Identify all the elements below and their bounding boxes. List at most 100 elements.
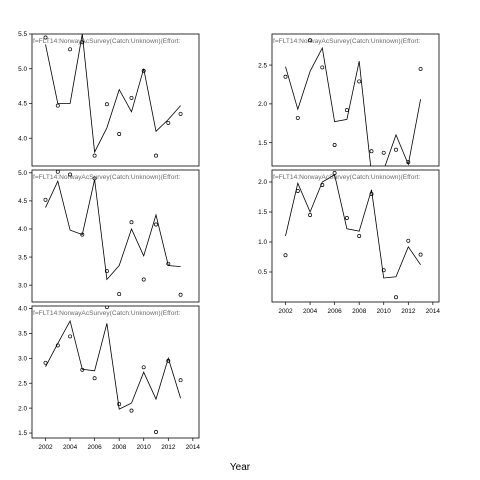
observed-point <box>178 111 183 116</box>
observed-point <box>80 367 85 372</box>
panel-4: f=FLT14:NorwayAcSurvey(Catch:Unknown)(Ef… <box>258 169 441 315</box>
observed-point <box>154 222 158 227</box>
panel-plot-area: f=FLT14:NorwayAcSurvey(Catch:Unknown)(Ef… <box>273 171 423 300</box>
observed-point <box>381 150 386 155</box>
panel-title: f=FLT14:NorwayAcSurvey(Catch:Unknown)(Ef… <box>33 310 180 317</box>
y-tick-label: 1.0 <box>258 239 267 246</box>
x-tick-label: 2004 <box>303 308 318 315</box>
y-tick-label: 4.0 <box>18 135 27 142</box>
observed-point <box>308 38 313 43</box>
x-tick-label: 2002 <box>278 308 293 315</box>
observed-point <box>320 65 325 70</box>
observed-point <box>394 147 398 152</box>
observed-point <box>406 160 411 165</box>
observed-point <box>332 143 337 147</box>
observed-point <box>166 120 171 125</box>
observed-point <box>141 365 146 370</box>
observed-point <box>178 378 183 383</box>
observed-point <box>92 153 97 158</box>
observed-point <box>129 408 134 413</box>
panel-title: f=FLT14:NorwayAcSurvey(Catch:Unknown)(Ef… <box>33 38 180 45</box>
x-tick-label: 2014 <box>186 444 201 451</box>
observed-point <box>55 170 60 174</box>
y-tick-label: 1.5 <box>258 209 267 216</box>
observed-point <box>369 149 374 154</box>
observed-point <box>394 295 398 300</box>
observed-point <box>92 176 97 181</box>
observed-point <box>332 171 337 175</box>
panel-2: f=FLT14:NorwayAcSurvey(Catch:Unknown)(Ef… <box>258 33 440 167</box>
observed-point <box>43 35 48 40</box>
x-tick-label: 2006 <box>328 308 343 315</box>
panel-frame <box>271 33 440 167</box>
observed-point <box>104 269 109 274</box>
observed-point <box>80 232 85 237</box>
observed-point <box>104 306 109 309</box>
observed-point <box>406 238 411 243</box>
panel-1: f=FLT14:NorwayAcSurvey(Catch:Unknown)(Ef… <box>18 31 200 167</box>
observed-point <box>295 189 300 193</box>
observed-point <box>129 95 134 100</box>
panel-plot-area: f=FLT14:NorwayAcSurvey(Catch:Unknown)(Ef… <box>33 170 183 297</box>
observed-point <box>357 234 362 238</box>
x-tick-label: 2008 <box>352 308 367 315</box>
panel-5: f=FLT14:NorwayAcSurvey(Catch:Unknown)(Ef… <box>18 305 200 451</box>
y-tick-label: 1.5 <box>258 140 267 147</box>
y-tick-label: 4.5 <box>18 198 27 205</box>
observed-point <box>68 172 73 177</box>
y-tick-label: 5.5 <box>18 31 27 38</box>
y-tick-label: 5.0 <box>18 170 27 177</box>
panel-frame <box>31 169 200 303</box>
observed-point <box>104 102 109 107</box>
y-tick-label: 3.5 <box>18 254 27 261</box>
x-tick-label: 2002 <box>38 444 53 451</box>
y-tick-label: 2.0 <box>258 179 267 186</box>
y-tick-label: 3.0 <box>18 282 27 289</box>
x-tick-label: 2012 <box>161 444 176 451</box>
observed-point <box>154 153 158 158</box>
panel-plot-area: f=FLT14:NorwayAcSurvey(Catch:Unknown)(Ef… <box>33 34 183 158</box>
y-tick-label: 2.5 <box>18 380 27 387</box>
x-tick-label: 2008 <box>112 444 127 451</box>
y-tick-label: 4.5 <box>18 101 27 108</box>
x-axis-title: Year <box>230 462 251 473</box>
y-tick-label: 2.5 <box>258 62 267 69</box>
panel-frame <box>271 169 440 303</box>
observed-point <box>369 192 374 196</box>
observed-point <box>92 376 97 381</box>
observed-point <box>117 132 122 136</box>
y-tick-label: 2.0 <box>258 101 267 108</box>
y-tick-label: 4.0 <box>18 306 27 313</box>
panel-frame <box>31 305 200 439</box>
observed-point <box>283 253 288 258</box>
observed-point <box>283 74 288 79</box>
observed-point <box>129 220 134 225</box>
observed-point <box>117 292 122 297</box>
x-tick-label: 2006 <box>88 444 103 451</box>
observed-point <box>178 292 183 297</box>
observed-point <box>418 66 423 71</box>
y-tick-label: 3.5 <box>18 331 27 338</box>
fitted-series-line <box>285 174 421 279</box>
observed-point <box>117 402 122 407</box>
fitted-series-line <box>45 34 181 154</box>
observed-point <box>43 197 48 202</box>
observed-point <box>166 358 171 363</box>
observed-point <box>166 261 171 266</box>
observed-point <box>418 252 423 257</box>
observed-point <box>344 216 349 220</box>
observed-point <box>320 183 325 187</box>
panel-plot-area: f=FLT14:NorwayAcSurvey(Catch:Unknown)(Ef… <box>273 38 423 166</box>
y-tick-label: 0.5 <box>258 269 267 276</box>
y-tick-label: 1.5 <box>18 430 27 437</box>
x-tick-label: 2012 <box>401 308 416 315</box>
observed-point <box>357 79 362 84</box>
x-tick-label: 2014 <box>426 308 441 315</box>
y-tick-label: 3.0 <box>18 356 27 363</box>
y-tick-label: 5.0 <box>18 66 27 73</box>
observed-point <box>295 115 300 120</box>
fitted-series-line <box>285 46 421 166</box>
observed-point <box>68 47 73 52</box>
observed-point <box>308 213 313 217</box>
